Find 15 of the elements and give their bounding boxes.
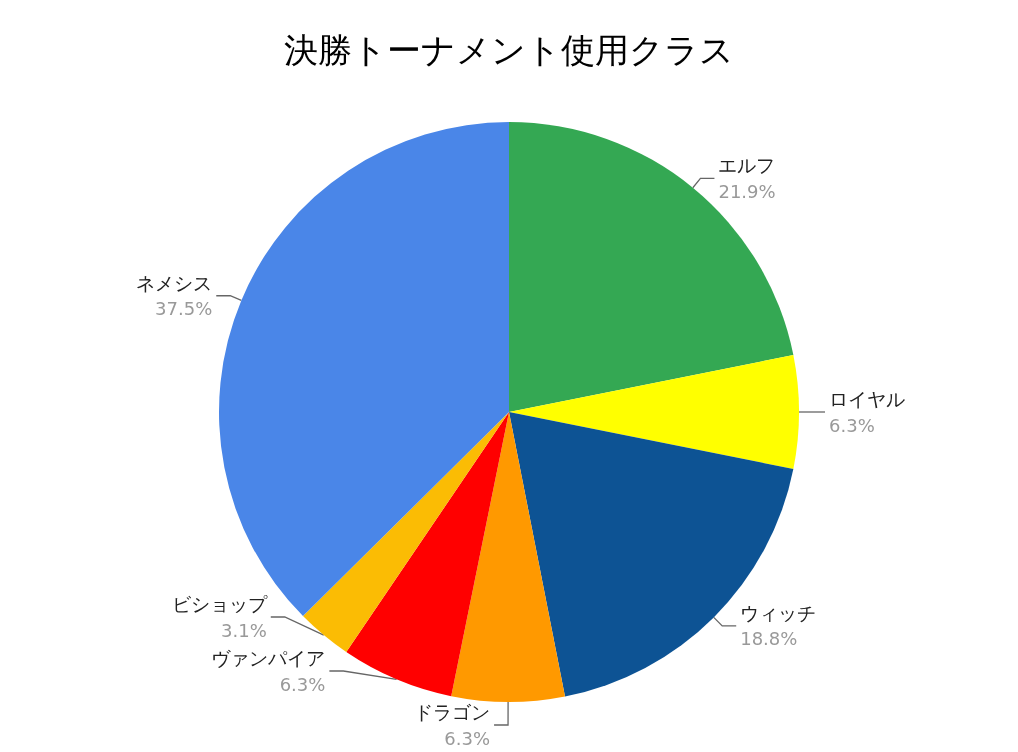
slice-label: ウィッチ <box>740 601 817 624</box>
data-label: 18.8% <box>740 628 798 650</box>
chart-title: 決勝トーナメント使用クラス <box>284 30 734 70</box>
slice-label: エルフ <box>718 154 776 177</box>
slice-label: ヴァンパイア <box>211 647 326 669</box>
slice-label: ロイヤル <box>829 388 905 410</box>
data-label: 37.5% <box>155 298 213 320</box>
slice-label: ドラゴン <box>414 701 491 723</box>
data-label: 3.1% <box>221 619 267 641</box>
data-label: 21.9% <box>718 180 776 202</box>
data-label: 6.3% <box>829 414 875 436</box>
data-label: 6.3% <box>279 673 326 695</box>
slice-label: ビショップ <box>171 593 268 615</box>
slice-label: ネメシス <box>136 271 213 294</box>
data-label: 6.3% <box>444 727 491 749</box>
